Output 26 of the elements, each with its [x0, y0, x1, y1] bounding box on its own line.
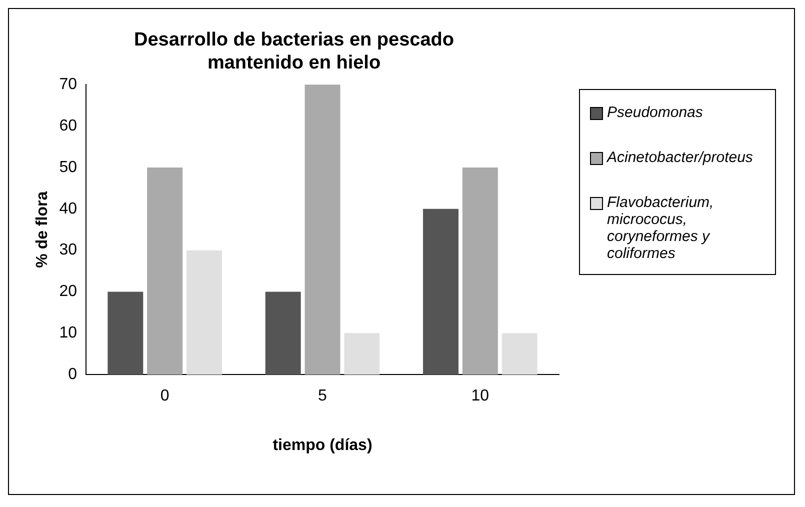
- x-tick-label: 5: [318, 388, 328, 405]
- y-tick-label: 70: [59, 76, 78, 94]
- y-tick-label: 20: [59, 283, 78, 300]
- y-axis-title: % de flora: [34, 191, 52, 268]
- chart-title: Desarrollo de bacterias en pescado mantenido en hielo: [134, 30, 454, 74]
- y-tick-label: 10: [59, 324, 78, 342]
- bar: [462, 167, 498, 375]
- y-tick-label: 40: [59, 200, 78, 218]
- legend-label: Acinetobacter/proteus: [607, 149, 753, 166]
- y-tick-label: 60: [59, 117, 78, 134]
- legend-label: Flavobacterium, micrococus, coryneformes y coliformes: [607, 194, 715, 262]
- bar: [186, 250, 222, 375]
- bar: [147, 167, 183, 375]
- y-tick-label: 50: [59, 158, 78, 176]
- bar: [304, 84, 340, 375]
- x-tick-label: 10: [471, 388, 490, 405]
- x-tick-label: 0: [160, 388, 170, 405]
- bar: [502, 333, 538, 375]
- bar: [423, 208, 458, 375]
- bar: [265, 292, 301, 375]
- y-tick-label: 30: [59, 242, 78, 259]
- x-axis-title: tiempo (días): [272, 436, 372, 454]
- y-tick-label: 0: [68, 366, 78, 384]
- bar: [344, 333, 380, 375]
- bar: [108, 292, 144, 375]
- legend-label: Pseudomonas: [607, 104, 703, 121]
